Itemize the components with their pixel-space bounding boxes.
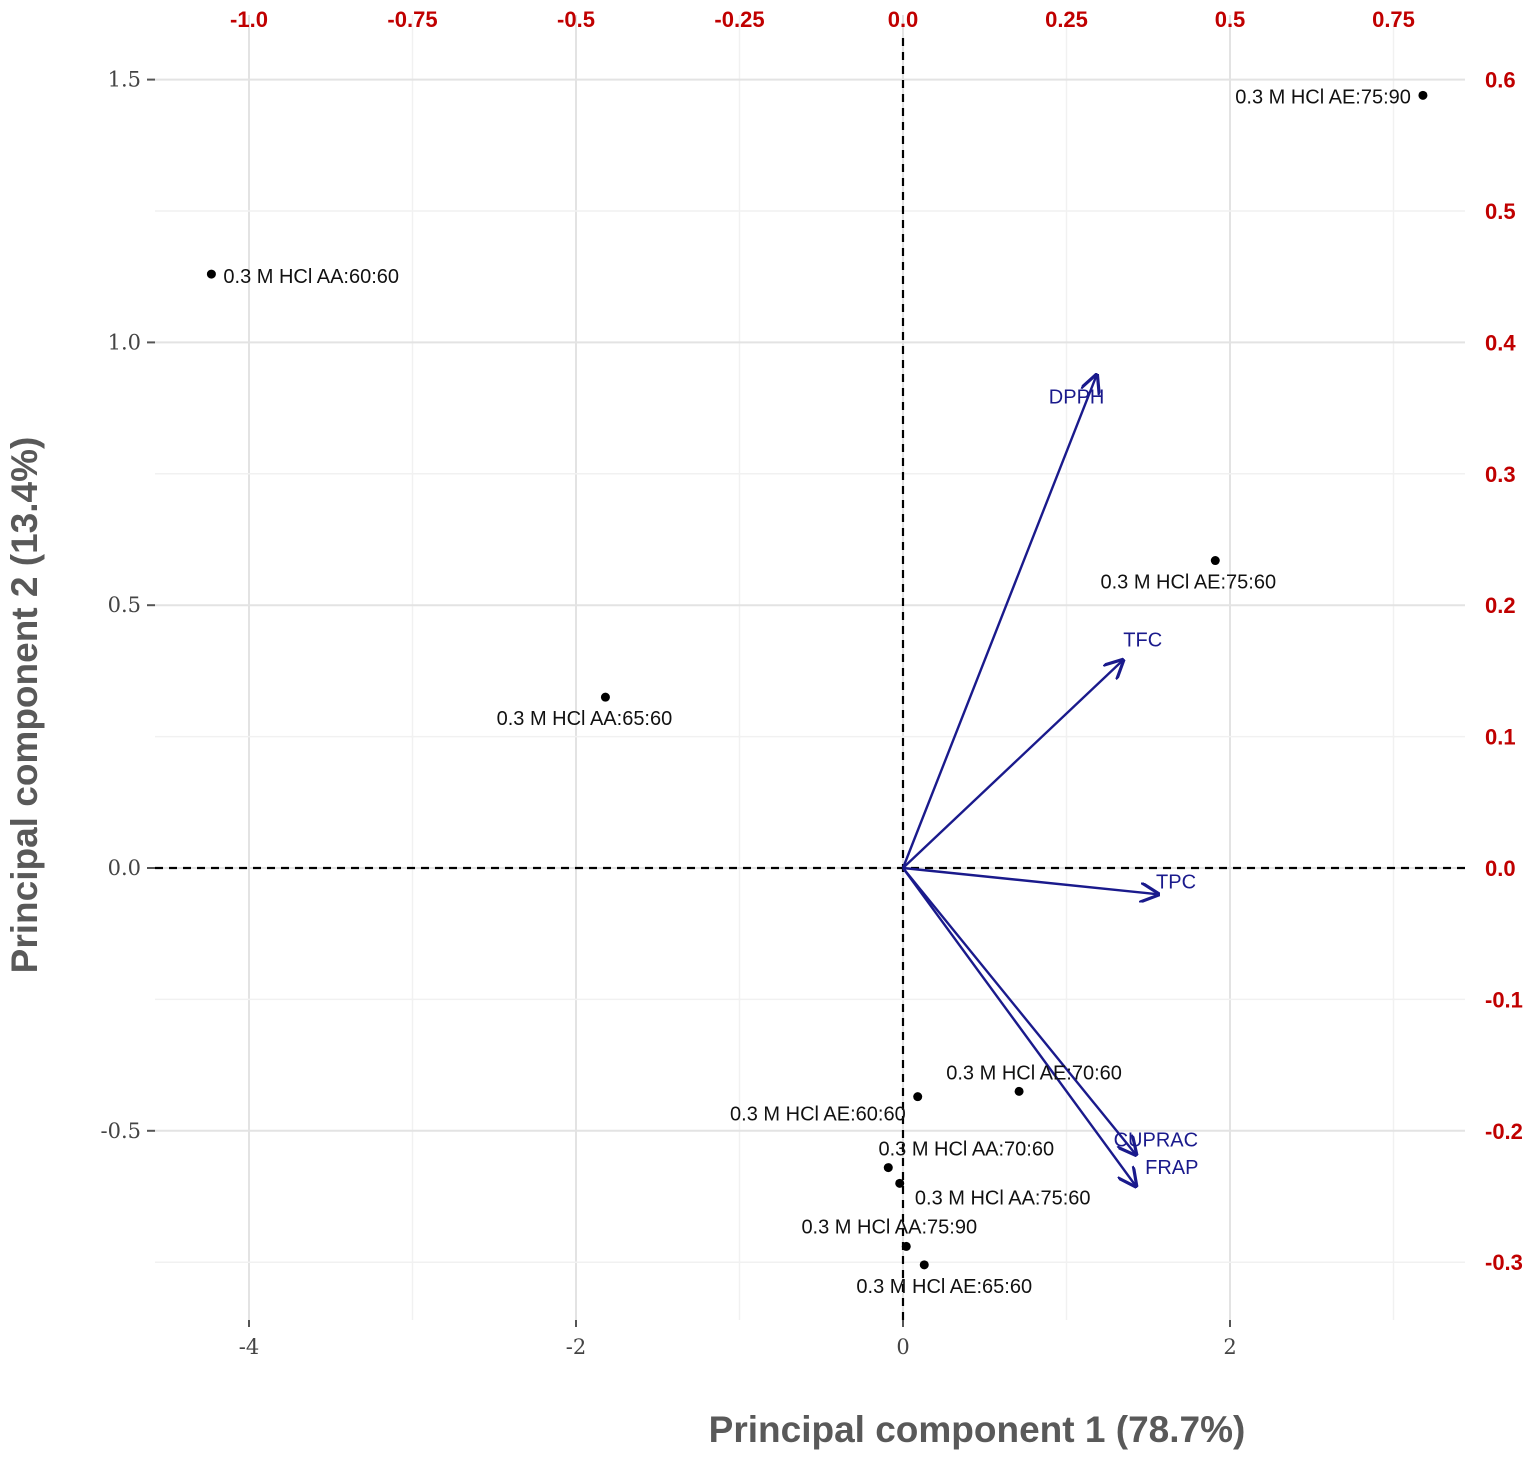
secondary-x-tick-label: 0.75 [1372,7,1415,32]
loading-label-dpph: DPPH [1049,386,1105,408]
y-tick-label: -0.5 [101,1119,142,1143]
observation-label: 0.3 M HCl AA:60:60 [223,266,399,288]
observation-label: 0.3 M HCl AE:65:60 [856,1276,1032,1298]
observation-label: 0.3 M HCl AA:65:60 [497,708,673,730]
y-tick-label: 0.0 [108,856,141,880]
y-axis-title: Principal component 2 (13.4%) [4,437,45,974]
secondary-y-tick-label: 0.6 [1485,68,1516,93]
secondary-y-tick-label: 0.3 [1485,462,1516,487]
loading-arrow-cuprac [902,867,1136,1154]
reference-lines [155,38,1465,1320]
variable-loadings: DPPH TFC TPC CUPRAC FRAP [901,375,1198,1186]
observation-point [883,1163,893,1173]
secondary-y-tick-label: -0.3 [1485,1250,1523,1275]
secondary-y-tick-label: 0.0 [1485,856,1516,881]
observation-point [919,1260,929,1270]
observation-point [206,269,216,279]
secondary-x-tick-label: -1.0 [230,7,268,32]
x-tick-label: 0 [896,1335,909,1359]
x-axis-title: Principal component 1 (78.7%) [709,1409,1246,1450]
secondary-x-tick-label: -0.5 [557,7,595,32]
observation-point [901,1241,911,1251]
observation-label: 0.3 M HCl AE:60:60 [730,1104,906,1126]
secondary-x-tick-label: 0.5 [1215,7,1246,32]
observation-point [600,692,610,702]
secondary-x-tick-label: 0.25 [1045,7,1088,32]
loading-arrow-tfc [902,660,1123,869]
observation-point [1418,90,1428,100]
observation-label: 0.3 M HCl AE:75:90 [1235,86,1411,108]
secondary-y-tick-label: 0.4 [1485,330,1516,355]
y-tick-label: 1.0 [108,330,141,354]
y-tick-label: 0.5 [108,593,141,617]
observation-point [913,1092,923,1102]
loading-label-cuprac: CUPRAC [1114,1129,1198,1151]
observation-point [895,1178,905,1188]
loading-label-tfc: TFC [1123,629,1162,651]
observations: 0.3 M HCl AE:75:90 0.3 M HCl AA:60:60 0.3 … [206,86,1428,1298]
observation-point [1014,1086,1024,1096]
observation-point [1210,556,1220,566]
secondary-y-tick-label: 0.5 [1485,199,1516,224]
loading-label-frap: FRAP [1145,1157,1198,1179]
axes: -4 -2 0 2 -0.5 0.0 0.5 1.0 1.5 -1.0 -0.75 -0.5 -0.25… [101,7,1523,1359]
observation-label: 0.3 M HCl AA:75:90 [801,1216,977,1238]
secondary-x-tick-label: 0.0 [888,7,919,32]
observation-label: 0.3 M HCl AE:70:60 [946,1062,1122,1084]
secondary-y-tick-label: -0.2 [1485,1119,1523,1144]
observation-label: 0.3 M HCl AA:75:60 [915,1187,1091,1209]
secondary-y-tick-label: -0.1 [1485,987,1523,1012]
x-tick-label: 2 [1223,1335,1236,1359]
loading-arrow-frap [902,867,1136,1186]
observation-label: 0.3 M HCl AE:75:60 [1100,572,1276,594]
x-tick-label: -4 [239,1335,259,1359]
loading-label-tpc: TPC [1156,871,1196,893]
secondary-x-tick-label: -0.75 [387,7,437,32]
y-tick-label: 1.5 [108,68,141,92]
observation-label: 0.3 M HCl AA:70:60 [878,1139,1054,1161]
secondary-x-tick-label: -0.25 [714,7,764,32]
secondary-y-tick-label: 0.1 [1485,725,1516,750]
loading-arrow-tpc [902,866,1158,894]
loading-arrow-dpph [901,375,1097,869]
grid [155,15,1465,1320]
x-tick-label: -2 [566,1335,586,1359]
secondary-y-tick-label: 0.2 [1485,593,1516,618]
